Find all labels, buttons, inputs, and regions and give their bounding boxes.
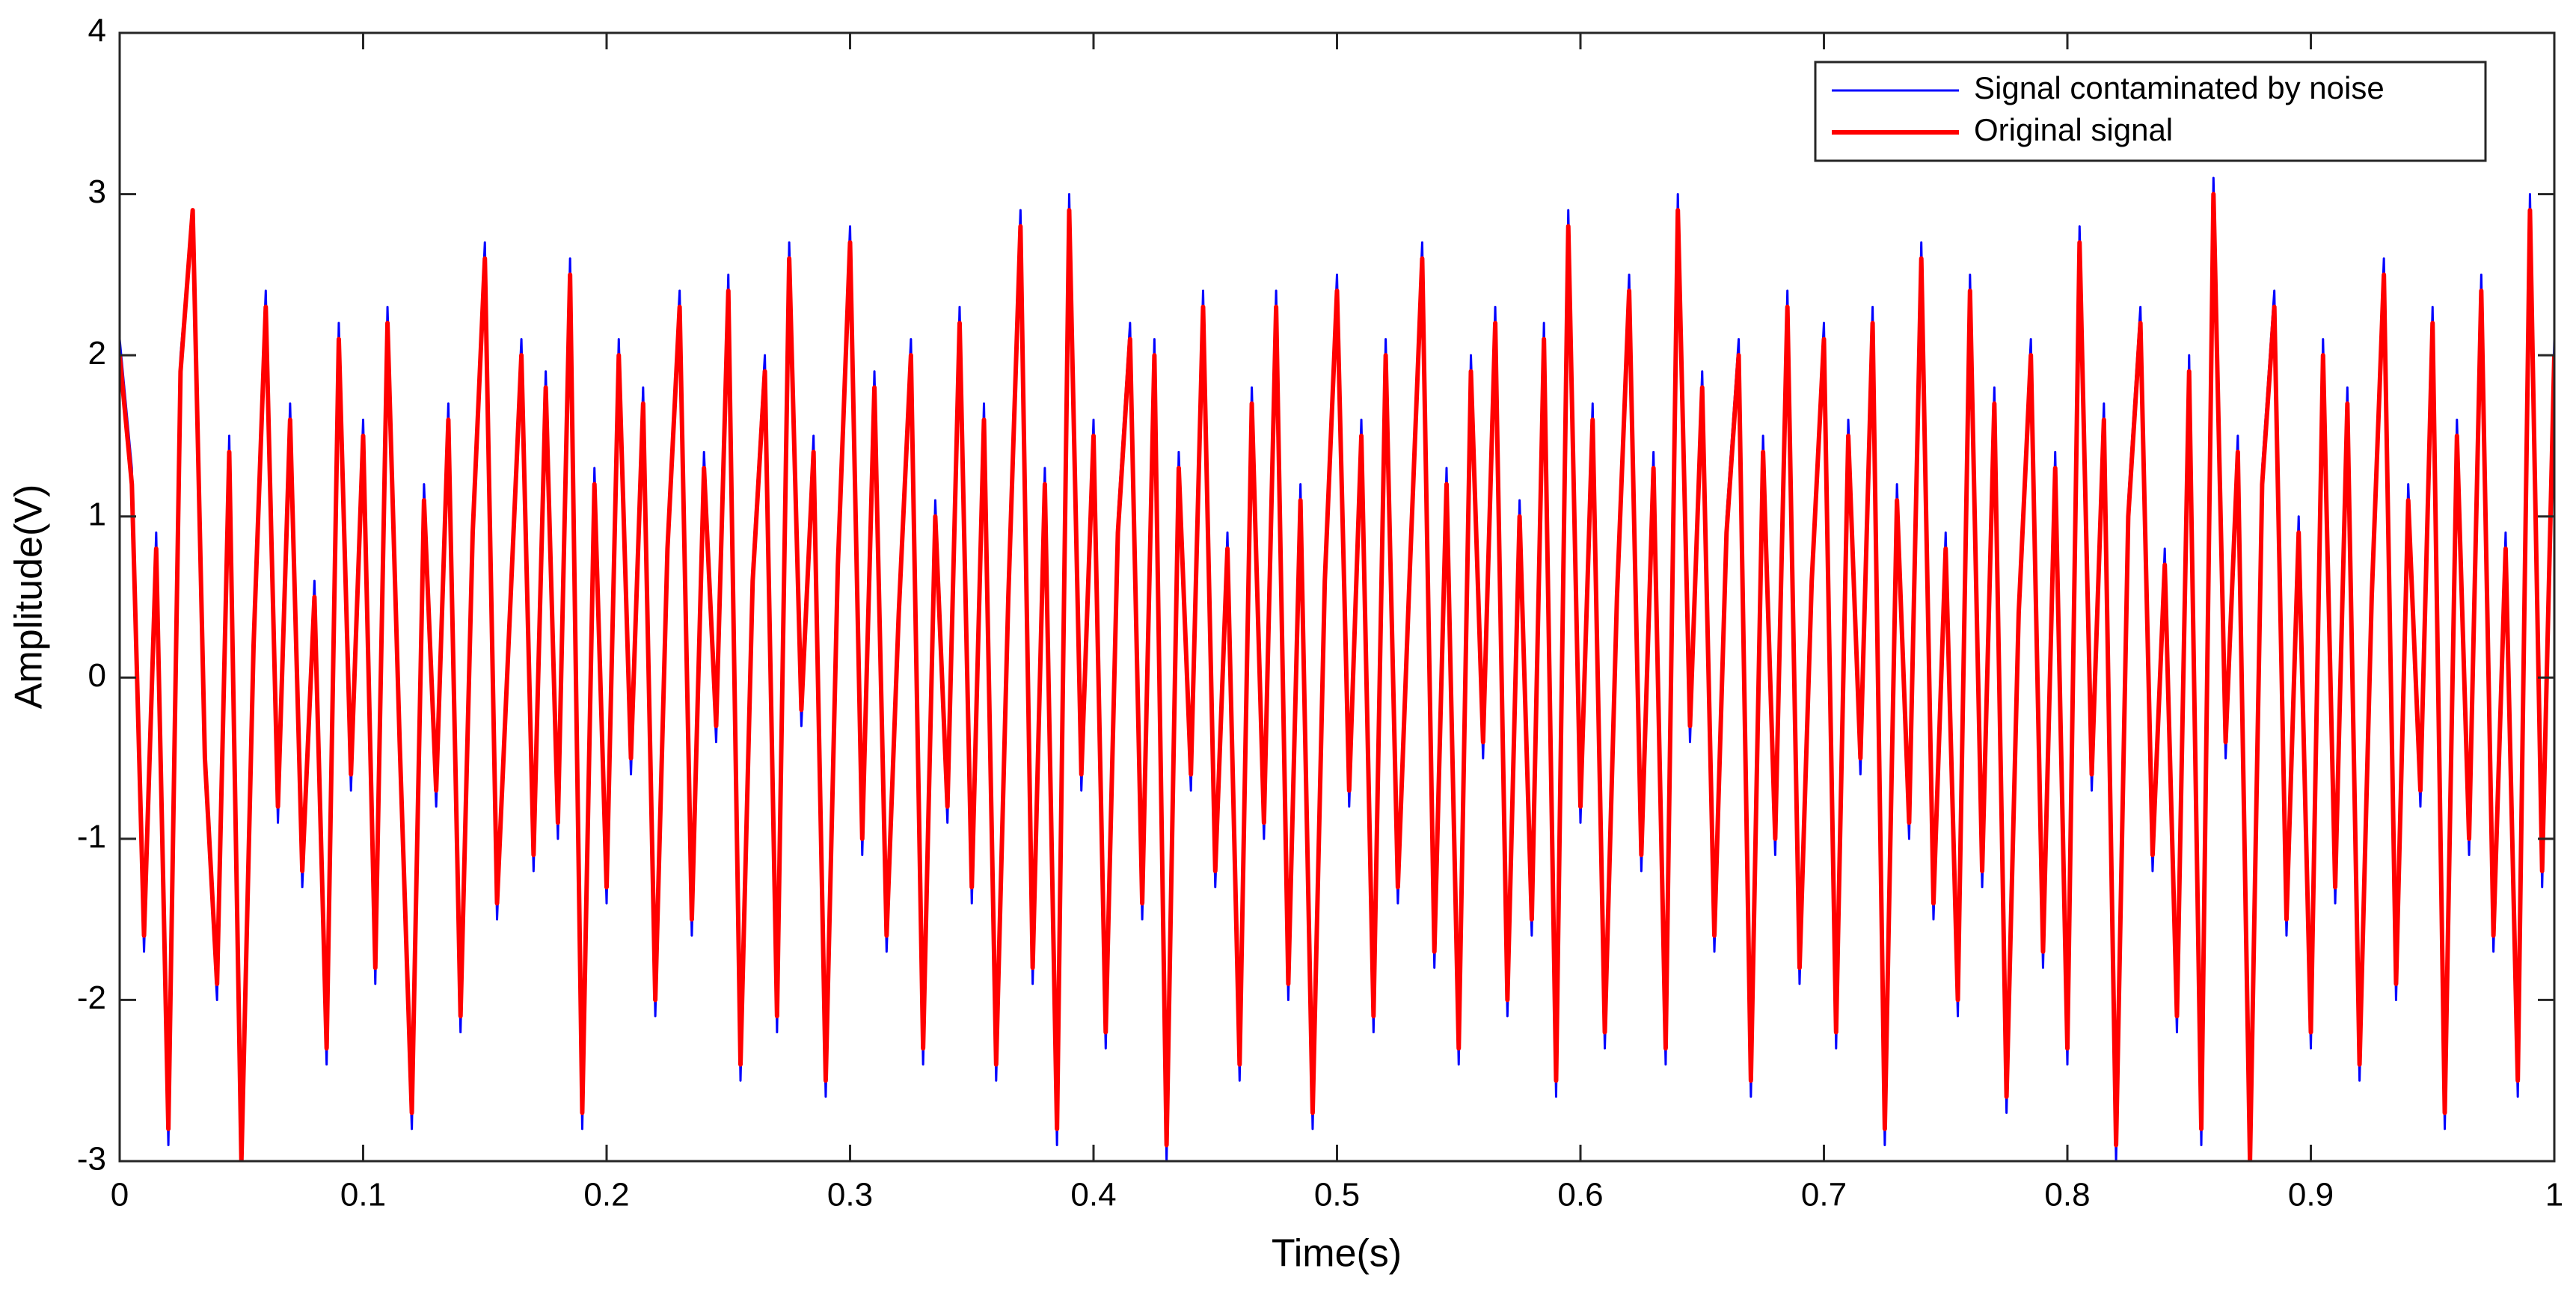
x-tick-label: 0.9 — [2288, 1177, 2334, 1213]
y-tick-label: 0 — [88, 657, 106, 694]
legend: Signal contaminated by noise Original sig… — [1814, 61, 2487, 162]
x-tick-label: 0.4 — [1070, 1177, 1116, 1213]
x-tick-label: 0.1 — [340, 1177, 386, 1213]
y-tick-label: -3 — [77, 1141, 106, 1178]
y-tick-label: -2 — [77, 979, 106, 1016]
x-tick-label: 0.3 — [827, 1177, 873, 1213]
x-tick-label: 0.8 — [2044, 1177, 2090, 1213]
y-tick-label: 3 — [88, 173, 106, 210]
x-axis-title: Time(s) — [1272, 1232, 1402, 1276]
legend-label: Original signal — [1974, 112, 2173, 147]
plot-area — [120, 176, 2554, 1161]
y-tick-label: 4 — [88, 13, 106, 49]
y-tick-label: -1 — [77, 818, 106, 855]
legend-box — [1814, 61, 2487, 162]
x-tick-label: 0.5 — [1314, 1177, 1360, 1213]
x-tick-label: 0.2 — [583, 1177, 629, 1213]
y-axis-title: Amplitude(V) — [7, 484, 51, 710]
x-tick-label: 0.7 — [1801, 1177, 1847, 1213]
series-line — [120, 191, 2554, 1161]
legend-label: Signal contaminated by noise — [1974, 70, 2385, 105]
x-tick-label: 0 — [111, 1177, 129, 1213]
y-tick-label: 1 — [88, 496, 106, 532]
y-tick-label: 2 — [88, 335, 106, 372]
x-tick-label: 0.6 — [1557, 1177, 1603, 1213]
x-tick-label: 1 — [2545, 1177, 2563, 1213]
